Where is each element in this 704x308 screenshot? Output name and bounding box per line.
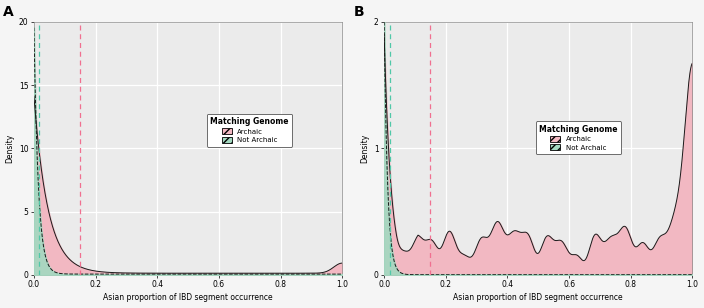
Y-axis label: Density: Density [6, 134, 15, 163]
Text: B: B [353, 6, 364, 19]
Text: A: A [3, 6, 14, 19]
Legend: Archaic, Not Archaic: Archaic, Not Archaic [536, 121, 621, 154]
X-axis label: Asian proportion of IBD segment occurrence: Asian proportion of IBD segment occurren… [453, 294, 623, 302]
Legend: Archaic, Not Archaic: Archaic, Not Archaic [207, 114, 292, 147]
Y-axis label: Density: Density [360, 134, 370, 163]
X-axis label: Asian proportion of IBD segment occurrence: Asian proportion of IBD segment occurren… [103, 294, 273, 302]
